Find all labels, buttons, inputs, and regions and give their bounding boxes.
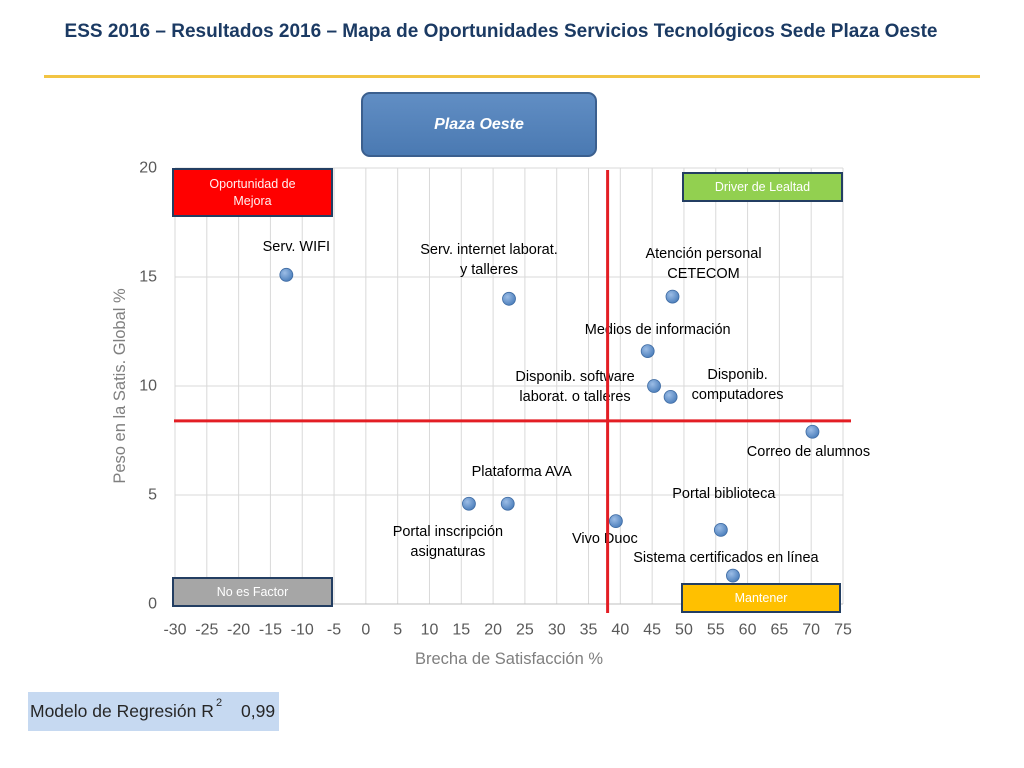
x-axis-title: Brecha de Satisfacción % xyxy=(415,650,603,668)
point-label: Atención personal CETECOM xyxy=(645,245,762,282)
x-tick-label: 5 xyxy=(393,622,402,639)
data-point xyxy=(665,289,680,304)
campus-label-box: Plaza Oeste xyxy=(361,92,597,157)
data-point xyxy=(500,496,515,511)
x-tick-label: -5 xyxy=(327,622,341,639)
data-point xyxy=(640,344,655,359)
x-tick-label: 50 xyxy=(675,622,693,639)
y-axis-title: Peso en la Satis. Global % xyxy=(111,288,129,484)
x-tick-label: -10 xyxy=(291,622,314,639)
regression-label: Modelo de Regresión R xyxy=(30,701,214,721)
data-point xyxy=(502,291,516,306)
x-tick-label: 0 xyxy=(361,622,370,639)
reference-lines xyxy=(174,170,851,613)
title-underline xyxy=(44,75,980,78)
data-point xyxy=(608,514,623,529)
x-tick-label: 10 xyxy=(421,622,439,639)
quadrant-loyalty-driver-box: Driver de Lealtad xyxy=(682,172,843,202)
point-label: Portal biblioteca xyxy=(672,485,776,502)
data-point xyxy=(663,389,678,404)
x-tick-label: 25 xyxy=(516,622,534,639)
y-tick-label: 0 xyxy=(148,596,157,613)
x-tick-label: 40 xyxy=(611,622,629,639)
data-point xyxy=(805,424,820,439)
x-tick-label: 30 xyxy=(548,622,566,639)
x-tick-label: 75 xyxy=(834,622,852,639)
point-label: Plataforma AVA xyxy=(471,463,572,480)
point-label: Sistema certificados en línea xyxy=(633,549,819,566)
data-points xyxy=(279,267,820,583)
quadrant-loyalty-driver-label: Driver de Lealtad xyxy=(714,179,811,194)
x-tick-label: 55 xyxy=(707,622,725,639)
quadrant-maintain-label: Mantener xyxy=(734,590,788,605)
y-tick-label: 5 xyxy=(148,487,157,504)
point-label: Vivo Duoc xyxy=(571,531,638,548)
data-point xyxy=(726,568,740,583)
data-point xyxy=(462,496,476,511)
quadrant-opportunity-label: Oportunidad de Mejora xyxy=(209,176,296,208)
x-tick-label: 45 xyxy=(643,622,661,639)
x-tick-label: 60 xyxy=(739,622,757,639)
x-tick-label: -15 xyxy=(259,622,282,639)
slide-title: ESS 2016 – Resultados 2016 – Mapa de Opo… xyxy=(64,21,938,42)
y-tick-label: 20 xyxy=(139,160,157,177)
point-label: Correo de alumnos xyxy=(746,443,871,460)
regression-value: 0,99 xyxy=(241,701,276,721)
x-tick-label: 15 xyxy=(452,622,470,639)
x-tick-label: -25 xyxy=(195,622,218,639)
y-tick-label: 15 xyxy=(139,269,157,286)
quadrant-maintain-box: Mantener xyxy=(681,583,841,613)
regression-summary-box: Modelo de Regresión R 2 0,99 xyxy=(28,692,279,731)
point-label: Disponib. computadores xyxy=(691,366,784,403)
data-point xyxy=(713,522,728,537)
point-label: Serv. WIFI xyxy=(262,238,331,255)
campus-label: Plaza Oeste xyxy=(434,115,524,133)
x-tick-label: 35 xyxy=(580,622,598,639)
point-label: Portal inscripción asignaturas xyxy=(392,523,504,560)
data-point xyxy=(279,267,294,282)
x-tick-label: 20 xyxy=(484,622,502,639)
point-label: Serv. internet laborat. y talleres xyxy=(420,241,558,278)
y-tick-label: 10 xyxy=(139,378,157,395)
data-point xyxy=(647,379,661,393)
x-tick-label: -30 xyxy=(163,622,186,639)
quadrant-not-factor-label: No es Factor xyxy=(216,584,289,599)
x-tick-label: 70 xyxy=(802,622,820,639)
x-tick-label: -20 xyxy=(227,622,250,639)
regression-superscript: 2 xyxy=(216,697,223,709)
tick-labels: -30 -25 -20 -15 -10 -5 0 5 10 15 20 25 30 35 40 45 50 55 6… xyxy=(139,160,852,639)
quadrant-not-factor-box: No es Factor xyxy=(172,577,333,607)
quadrant-opportunity-box: Oportunidad de Mejora xyxy=(172,168,333,217)
x-tick-label: 65 xyxy=(770,622,788,639)
